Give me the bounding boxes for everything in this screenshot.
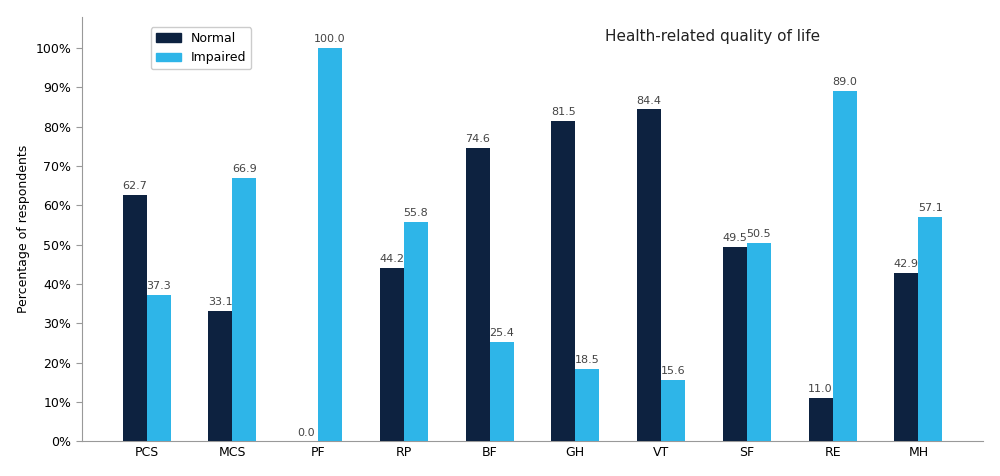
- Bar: [833, 91, 857, 441]
- Text: 66.9: 66.9: [232, 164, 257, 174]
- Text: 11.0: 11.0: [808, 384, 833, 394]
- Text: 81.5: 81.5: [551, 107, 576, 117]
- Text: 15.6: 15.6: [661, 366, 685, 376]
- Bar: [466, 148, 490, 441]
- Bar: [404, 222, 428, 441]
- Text: 57.1: 57.1: [918, 203, 943, 213]
- Text: Health-related quality of life: Health-related quality of life: [605, 30, 820, 44]
- Bar: [747, 243, 771, 441]
- Bar: [575, 369, 599, 441]
- Bar: [551, 121, 575, 441]
- Bar: [661, 380, 685, 441]
- Bar: [232, 178, 256, 441]
- Text: 89.0: 89.0: [832, 78, 857, 88]
- Bar: [490, 342, 514, 441]
- Text: 84.4: 84.4: [637, 96, 662, 106]
- Legend: Normal, Impaired: Normal, Impaired: [151, 27, 251, 69]
- Text: 50.5: 50.5: [747, 229, 771, 239]
- Bar: [918, 217, 942, 441]
- Text: 42.9: 42.9: [894, 259, 919, 269]
- Text: 37.3: 37.3: [146, 281, 171, 291]
- Bar: [637, 109, 661, 441]
- Text: 18.5: 18.5: [575, 355, 600, 365]
- Text: 49.5: 49.5: [722, 233, 747, 243]
- Bar: [894, 273, 918, 441]
- Bar: [723, 247, 747, 441]
- Text: 44.2: 44.2: [379, 254, 404, 264]
- Text: 100.0: 100.0: [314, 34, 346, 44]
- Bar: [208, 311, 232, 441]
- Bar: [123, 195, 147, 441]
- Y-axis label: Percentage of respondents: Percentage of respondents: [17, 145, 30, 313]
- Text: 55.8: 55.8: [403, 208, 428, 218]
- Text: 25.4: 25.4: [489, 327, 514, 337]
- Text: 0.0: 0.0: [297, 427, 315, 437]
- Bar: [147, 295, 171, 441]
- Bar: [318, 48, 342, 441]
- Text: 33.1: 33.1: [208, 298, 233, 307]
- Text: 62.7: 62.7: [122, 181, 147, 191]
- Bar: [809, 398, 833, 441]
- Bar: [380, 268, 404, 441]
- Text: 74.6: 74.6: [465, 134, 490, 144]
